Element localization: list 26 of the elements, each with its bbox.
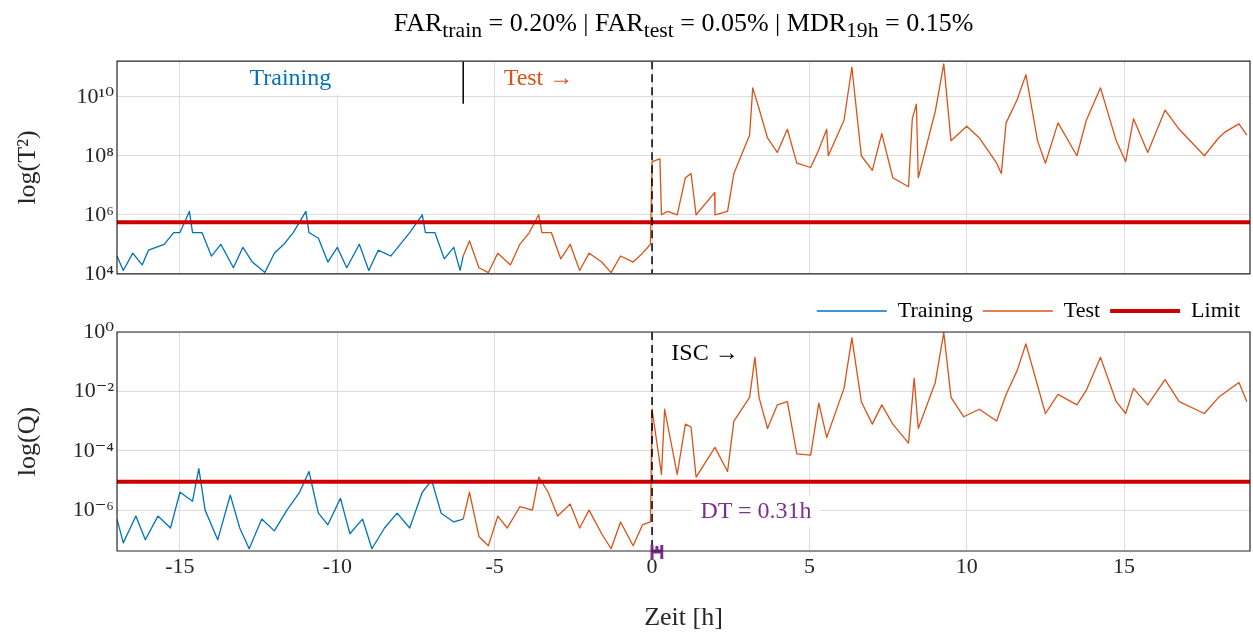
- legend-label: Limit: [1191, 296, 1240, 322]
- y-tick-label: 10⁻⁶: [72, 495, 114, 521]
- y-tick-label: 10⁴: [84, 259, 115, 285]
- y-tick-label: 10⁻²: [73, 377, 115, 403]
- y-tick-label: 10⁰: [83, 317, 115, 343]
- x-tick-label: -10: [322, 552, 352, 578]
- legend-label: Training: [897, 296, 973, 322]
- y-tick-label: 10¹⁰: [76, 82, 115, 108]
- annotation: Test →: [503, 63, 574, 90]
- x-tick-label: -5: [485, 552, 504, 578]
- y-tick-label: 10⁸: [84, 141, 114, 167]
- annotation: ISC →: [671, 339, 739, 366]
- x-tick-label: -15: [165, 552, 195, 578]
- y-axis-title: log(Q): [12, 406, 42, 477]
- x-tick-label: 5: [803, 552, 815, 578]
- annotation: Training: [249, 63, 332, 90]
- y-tick-label: 10⁻⁴: [72, 436, 115, 462]
- legend-label: Test: [1063, 296, 1101, 322]
- chart-title: FAR$_{train}$ = 0.20% | FAR$_{test}$ = 0.05% | MDR$_{19h}$ = 0.15%: [392, 7, 975, 45]
- y-axis-title: log(T²): [12, 130, 42, 205]
- annotation: DT = 0.31h: [700, 496, 812, 523]
- x-tick-label: 0: [646, 552, 658, 578]
- x-tick-label: 10: [955, 552, 978, 578]
- x-tick-label: 15: [1113, 552, 1136, 578]
- x-axis-title: Zeit [h]: [644, 602, 723, 632]
- y-tick-label: 10⁶: [84, 200, 114, 226]
